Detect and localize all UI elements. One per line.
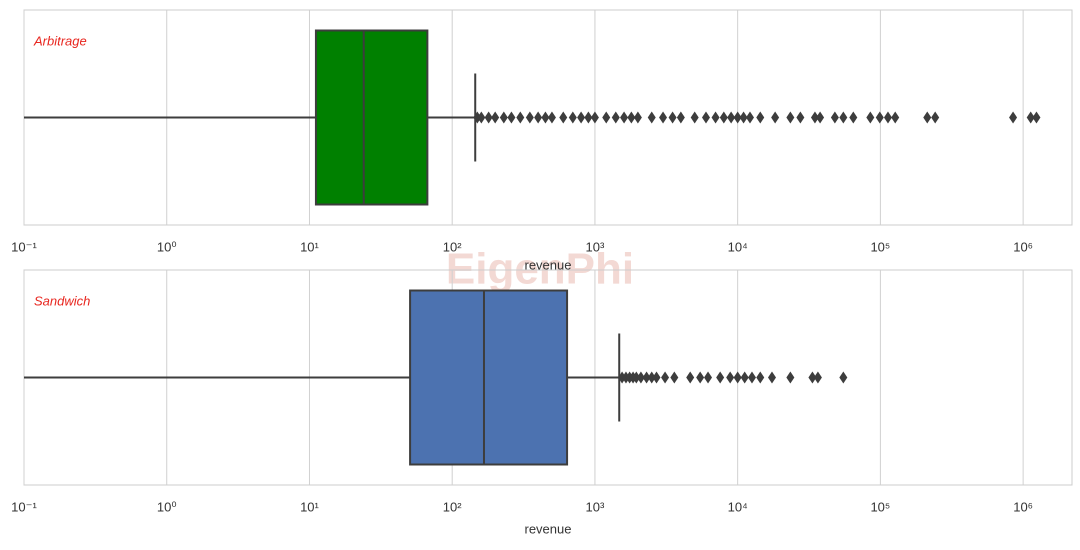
outlier: [740, 371, 749, 384]
outlier: [632, 371, 641, 384]
outlier: [767, 371, 776, 384]
outlier: [670, 371, 679, 384]
outlier: [719, 111, 728, 124]
outlier: [756, 111, 765, 124]
x-tick-label: 10⁻¹: [11, 239, 37, 254]
outlier: [541, 111, 550, 124]
x-tick-label: 10⁴: [728, 499, 748, 514]
outlier: [808, 371, 817, 384]
x-tick-label: 10²: [443, 499, 462, 514]
outlier: [547, 111, 556, 124]
outlier: [866, 111, 875, 124]
outlier: [726, 371, 735, 384]
outlier: [584, 111, 593, 124]
outlier: [516, 111, 525, 124]
outlier: [627, 111, 636, 124]
x-tick-label: 10⁶: [1013, 239, 1033, 254]
x-tick-label: 10⁵: [870, 239, 890, 254]
outlier: [590, 111, 599, 124]
x-tick-label: 10⁴: [728, 239, 748, 254]
x-tick-label: 10⁰: [157, 499, 177, 514]
outlier: [534, 111, 543, 124]
outlier: [849, 111, 858, 124]
outlier: [1032, 111, 1041, 124]
outlier: [647, 111, 656, 124]
outlier: [696, 371, 705, 384]
panel-label: Arbitrage: [33, 33, 87, 48]
x-axis-label: revenue: [525, 521, 572, 536]
watermark: EigenPhi: [446, 245, 634, 294]
x-axis-label: revenue: [525, 257, 572, 272]
outlier: [747, 371, 756, 384]
outlier: [891, 111, 900, 124]
outlier: [839, 371, 848, 384]
outlier: [661, 371, 670, 384]
outlier: [796, 111, 805, 124]
outlier: [739, 111, 748, 124]
outlier: [642, 371, 651, 384]
outlier: [786, 371, 795, 384]
x-tick-label: 10³: [586, 239, 605, 254]
outlier: [690, 111, 699, 124]
x-tick-label: 10¹: [300, 499, 319, 514]
outlier: [507, 111, 516, 124]
outlier: [676, 111, 685, 124]
outlier: [810, 111, 819, 124]
box: [409, 289, 569, 466]
outlier: [602, 111, 611, 124]
outlier: [733, 371, 742, 384]
outlier: [771, 111, 780, 124]
outlier: [830, 111, 839, 124]
x-tick-label: 10³: [586, 499, 605, 514]
outlier: [883, 111, 892, 124]
outlier: [875, 111, 884, 124]
outlier: [923, 111, 932, 124]
outlier: [701, 111, 710, 124]
x-tick-label: 10²: [443, 239, 462, 254]
outlier: [559, 111, 568, 124]
x-tick-label: 10⁵: [870, 499, 890, 514]
outlier: [756, 371, 765, 384]
outlier: [577, 111, 586, 124]
outlier: [659, 111, 668, 124]
outlier: [686, 371, 695, 384]
box: [314, 29, 429, 206]
outlier: [711, 111, 720, 124]
outlier: [745, 111, 754, 124]
outlier: [816, 111, 825, 124]
outlier: [813, 371, 822, 384]
outlier: [931, 111, 940, 124]
x-tick-label: 10⁻¹: [11, 499, 37, 514]
outlier: [525, 111, 534, 124]
outlier: [733, 111, 742, 124]
outlier: [568, 111, 577, 124]
outlier: [477, 111, 486, 124]
outlier: [668, 111, 677, 124]
outlier: [1026, 111, 1035, 124]
outlier: [1009, 111, 1018, 124]
x-tick-label: 10¹: [300, 239, 319, 254]
outlier: [633, 111, 642, 124]
x-tick-label: 10⁶: [1013, 499, 1033, 514]
outlier: [611, 111, 620, 124]
outlier: [716, 371, 725, 384]
outlier: [491, 111, 500, 124]
outlier: [839, 111, 848, 124]
outlier: [484, 111, 493, 124]
outlier: [652, 371, 661, 384]
outlier: [704, 371, 713, 384]
outlier: [786, 111, 795, 124]
outlier: [499, 111, 508, 124]
outlier: [727, 111, 736, 124]
outlier: [647, 371, 656, 384]
x-tick-label: 10⁰: [157, 239, 177, 254]
panel-label: Sandwich: [34, 293, 90, 308]
outlier: [473, 111, 482, 124]
outlier: [636, 371, 645, 384]
outlier: [620, 111, 629, 124]
